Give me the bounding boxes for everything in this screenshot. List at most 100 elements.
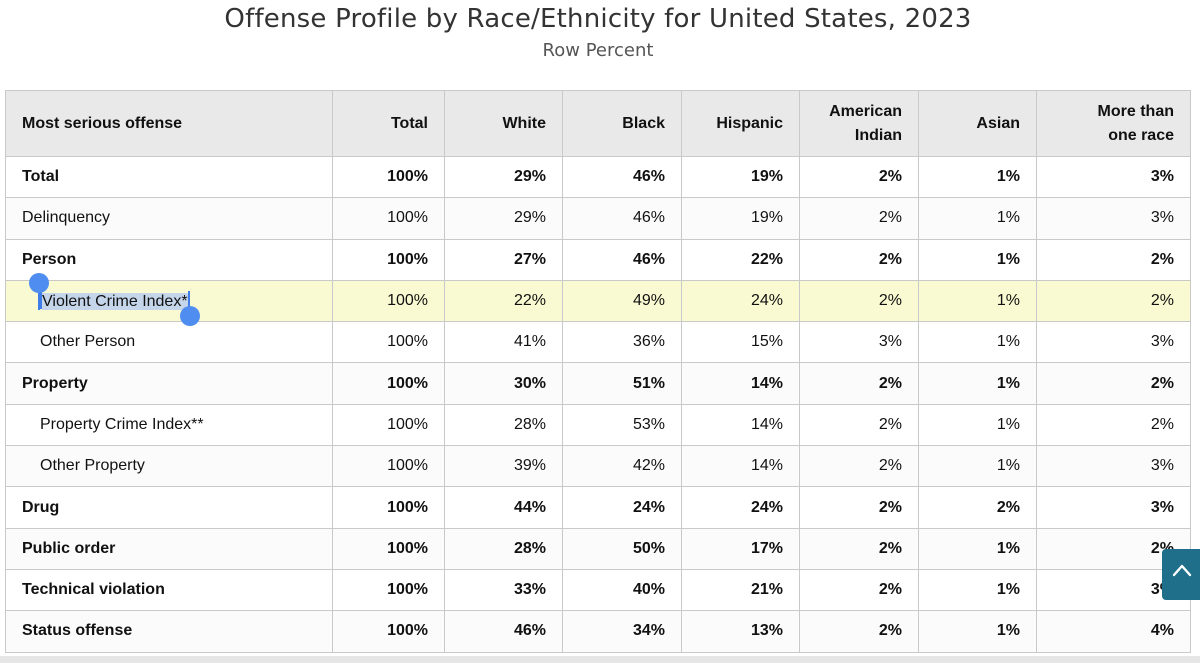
- cell-more-than-one: 2%: [1036, 403, 1191, 447]
- cell-black: 46%: [562, 155, 682, 199]
- cell-black: 53%: [562, 403, 682, 447]
- cell-hispanic: 19%: [681, 155, 800, 199]
- cell-more-than-one: 3%: [1036, 486, 1191, 529]
- cell-white: 41%: [444, 321, 563, 364]
- cell-hispanic: 22%: [681, 238, 800, 281]
- cell-hispanic: 24%: [681, 279, 800, 323]
- cell-total: 100%: [332, 403, 445, 447]
- offense-profile-table: Most serious offense Total White Black H…: [5, 90, 1191, 653]
- cell-white: 39%: [444, 445, 563, 488]
- header-black[interactable]: Black: [562, 90, 682, 157]
- selection-stem: [38, 290, 40, 310]
- cell-hispanic: 17%: [681, 527, 800, 570]
- row-label-selected[interactable]: Violent Crime Index*: [5, 279, 333, 323]
- cell-hispanic: 21%: [681, 568, 800, 612]
- cell-black: 42%: [562, 445, 682, 488]
- cell-american-indian: 2%: [799, 238, 919, 281]
- cell-white: 29%: [444, 155, 563, 199]
- table-row-status-offense: Status offense 100% 46% 34% 13% 2% 1% 4%: [5, 610, 1191, 653]
- cell-white: 44%: [444, 486, 563, 529]
- scroll-to-top-button[interactable]: [1162, 549, 1200, 600]
- cell-black: 40%: [562, 568, 682, 612]
- chevron-up-icon: [1172, 564, 1192, 577]
- cell-white: 29%: [444, 197, 563, 240]
- cell-asian: 1%: [918, 568, 1037, 612]
- table-row-violent-crime-index: Violent Crime Index* 100% 22% 49% 24% 2%…: [5, 279, 1191, 323]
- cell-white: 28%: [444, 403, 563, 447]
- cell-american-indian: 3%: [799, 321, 919, 364]
- cell-hispanic: 24%: [681, 486, 800, 529]
- header-total[interactable]: Total: [332, 90, 445, 157]
- table-row-property: Property 100% 30% 51% 14% 2% 1% 2%: [5, 362, 1191, 405]
- cell-black: 34%: [562, 610, 682, 653]
- cell-american-indian: 2%: [799, 403, 919, 447]
- header-hispanic[interactable]: Hispanic: [681, 90, 800, 157]
- table-row-other-person: Other Person 100% 41% 36% 15% 3% 1% 3%: [5, 321, 1191, 364]
- header-american-indian-line2: Indian: [854, 126, 902, 144]
- row-label: Delinquency: [5, 197, 333, 240]
- cell-hispanic: 15%: [681, 321, 800, 364]
- cell-total: 100%: [332, 155, 445, 199]
- cell-black: 49%: [562, 279, 682, 323]
- header-white[interactable]: White: [444, 90, 563, 157]
- cell-black: 36%: [562, 321, 682, 364]
- table-row-public-order: Public order 100% 28% 50% 17% 2% 1% 2%: [5, 527, 1191, 570]
- cell-black: 51%: [562, 362, 682, 405]
- row-label: Total: [5, 155, 333, 199]
- table-row-person: Person 100% 27% 46% 22% 2% 1% 2%: [5, 238, 1191, 281]
- cell-white: 22%: [444, 279, 563, 323]
- cell-total: 100%: [332, 486, 445, 529]
- cell-white: 46%: [444, 610, 563, 653]
- cell-asian: 1%: [918, 279, 1037, 323]
- cell-total: 100%: [332, 279, 445, 323]
- row-label: Property Crime Index**: [5, 403, 333, 447]
- cell-white: 28%: [444, 527, 563, 570]
- cell-american-indian: 2%: [799, 155, 919, 199]
- cell-hispanic: 19%: [681, 197, 800, 240]
- header-offense[interactable]: Most serious offense: [5, 90, 333, 157]
- cell-asian: 1%: [918, 238, 1037, 281]
- row-label: Status offense: [5, 610, 333, 653]
- cell-black: 50%: [562, 527, 682, 570]
- row-label: Drug: [5, 486, 333, 529]
- cell-more-than-one: 4%: [1036, 610, 1191, 653]
- selection-caret-start: [40, 291, 42, 310]
- selected-text[interactable]: Violent Crime Index*: [42, 293, 188, 311]
- cell-total: 100%: [332, 610, 445, 653]
- table-row-drug: Drug 100% 44% 24% 24% 2% 2% 3%: [5, 486, 1191, 529]
- cell-asian: 1%: [918, 403, 1037, 447]
- header-more-than-one-race[interactable]: More than one race: [1036, 90, 1191, 157]
- row-label: Public order: [5, 527, 333, 570]
- cell-black: 46%: [562, 238, 682, 281]
- cell-hispanic: 14%: [681, 445, 800, 488]
- cell-total: 100%: [332, 238, 445, 281]
- page-title: Offense Profile by Race/Ethnicity for Un…: [224, 4, 972, 34]
- cell-hispanic: 13%: [681, 610, 800, 653]
- row-label: Property: [5, 362, 333, 405]
- cell-asian: 1%: [918, 362, 1037, 405]
- cell-total: 100%: [332, 197, 445, 240]
- cell-asian: 1%: [918, 445, 1037, 488]
- cell-american-indian: 2%: [799, 445, 919, 488]
- cell-hispanic: 14%: [681, 362, 800, 405]
- cell-more-than-one: 2%: [1036, 238, 1191, 281]
- header-more-line1: More than: [1097, 102, 1174, 120]
- cell-white: 30%: [444, 362, 563, 405]
- header-row: Most serious offense Total White Black H…: [5, 90, 1191, 157]
- header-asian[interactable]: Asian: [918, 90, 1037, 157]
- selection-start-handle[interactable]: [29, 273, 49, 293]
- header-american-indian[interactable]: American Indian: [799, 90, 919, 157]
- cell-american-indian: 2%: [799, 568, 919, 612]
- table-row-total: Total 100% 29% 46% 19% 2% 1% 3%: [5, 155, 1191, 199]
- cell-asian: 1%: [918, 321, 1037, 364]
- cell-asian: 1%: [918, 610, 1037, 653]
- selection-end-handle[interactable]: [180, 306, 200, 326]
- cell-total: 100%: [332, 321, 445, 364]
- cell-asian: 2%: [918, 486, 1037, 529]
- table-row-property-crime-index: Property Crime Index** 100% 28% 53% 14% …: [5, 403, 1191, 447]
- cell-american-indian: 2%: [799, 610, 919, 653]
- cell-american-indian: 2%: [799, 362, 919, 405]
- row-label: Other Property: [5, 445, 333, 488]
- cell-total: 100%: [332, 362, 445, 405]
